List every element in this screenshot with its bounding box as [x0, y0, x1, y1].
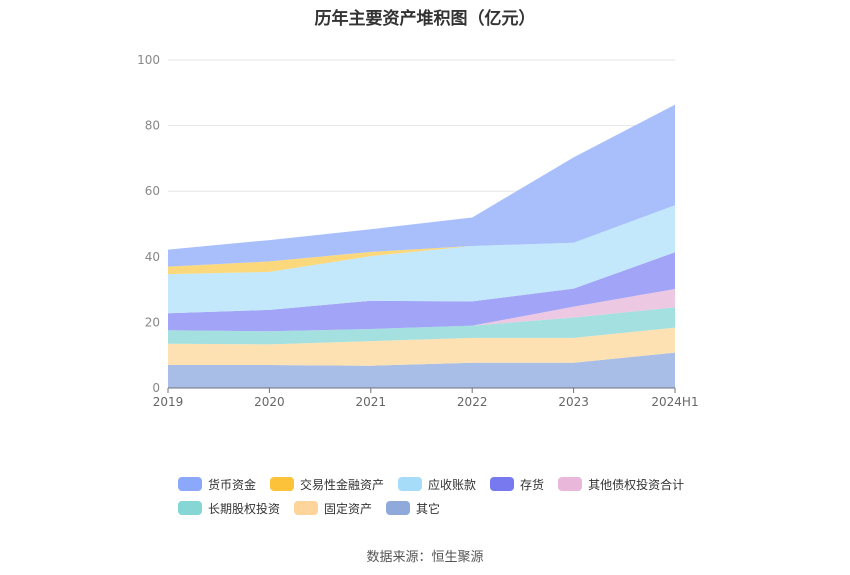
area-series-0 [168, 352, 675, 388]
legend-label-fixed-assets: 固定资产 [324, 501, 373, 516]
area-series-1 [168, 327, 675, 366]
legend-swatch-other [386, 501, 411, 515]
legend-item-long-term-equity[interactable]: 长期股权投资 [178, 500, 280, 517]
legend-swatch-other-debt-investments [558, 477, 583, 491]
legend-label-inventory: 存货 [520, 477, 545, 492]
legend-label-other: 其它 [416, 501, 441, 516]
y-tick-label-80: 80 [145, 119, 160, 133]
legend-item-receivables[interactable]: 应收账款 [398, 476, 476, 493]
legend-swatch-long-term-equity [178, 501, 202, 515]
x-tick-label-4: 2023 [558, 395, 589, 409]
legend-item-other-debt-investments[interactable]: 其他债权投资合计 [558, 476, 684, 493]
legend: 货币资金 交易性金融资产 应收账款 存货 其他债权投资合计 长期股权投资 固定资… [178, 472, 738, 520]
area-series-4 [168, 252, 675, 332]
legend-row-1: 货币资金 交易性金融资产 应收账款 存货 其他债权投资合计 [178, 472, 738, 496]
area-series [168, 104, 675, 388]
area-series-2 [168, 307, 675, 345]
y-tick-label-100: 100 [137, 53, 160, 67]
y-tick-label-0: 0 [152, 381, 160, 395]
legend-swatch-inventory [490, 477, 515, 491]
legend-item-cash[interactable]: 货币资金 [178, 476, 256, 493]
legend-label-trading-assets: 交易性金融资产 [300, 477, 385, 492]
legend-label-long-term-equity: 长期股权投资 [208, 501, 281, 516]
legend-item-other[interactable]: 其它 [386, 500, 440, 517]
legend-label-receivables: 应收账款 [428, 477, 477, 492]
area-series-3 [168, 288, 675, 332]
legend-swatch-cash [178, 477, 202, 491]
area-series-5 [168, 205, 675, 314]
legend-row-2: 长期股权投资 固定资产 其它 [178, 496, 738, 520]
legend-label-cash: 货币资金 [208, 477, 257, 492]
x-tick-label-5: 2024H1 [651, 395, 698, 409]
data-source: 数据来源：恒生聚源 [366, 550, 484, 565]
x-tick-label-2: 2021 [356, 395, 387, 409]
area-series-7 [168, 104, 675, 267]
x-tick-label-3: 2022 [457, 395, 488, 409]
y-tick-label-40: 40 [145, 250, 160, 264]
legend-item-fixed-assets[interactable]: 固定资产 [294, 500, 372, 517]
axes: 0 20 40 60 80 100 2019 2020 2021 2022 2023 2024H1 [137, 53, 699, 409]
x-tick-label-0: 2019 [153, 395, 184, 409]
legend-item-inventory[interactable]: 存货 [490, 476, 544, 493]
chart-title: 历年主要资产堆积图（亿元） [314, 9, 536, 29]
legend-swatch-fixed-assets [294, 501, 319, 515]
legend-label-other-debt-investments: 其他债权投资合计 [588, 477, 685, 492]
legend-swatch-trading-assets [270, 477, 295, 491]
area-series-6 [168, 205, 675, 275]
y-tick-label-20: 20 [145, 315, 160, 329]
y-tick-label-60: 60 [145, 184, 160, 198]
legend-swatch-receivables [398, 477, 423, 491]
legend-item-trading-assets[interactable]: 交易性金融资产 [270, 476, 384, 493]
x-tick-label-1: 2020 [254, 395, 285, 409]
